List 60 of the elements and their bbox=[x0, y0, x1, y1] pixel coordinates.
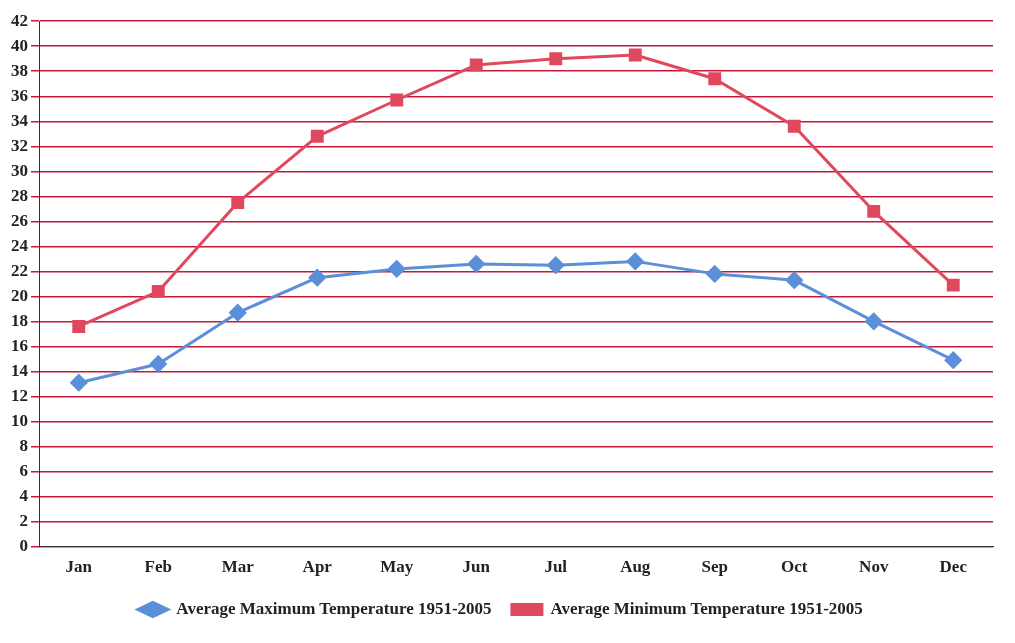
point bbox=[626, 252, 644, 270]
point bbox=[946, 278, 960, 292]
y-tick-label: 36 bbox=[11, 85, 28, 105]
y-tick-label: 6 bbox=[19, 460, 28, 480]
x-tick-label: Sep bbox=[701, 557, 728, 577]
x-tick-label: Aug bbox=[620, 557, 651, 577]
y-tick-label: 8 bbox=[19, 435, 28, 455]
y-tick-label: 14 bbox=[11, 360, 29, 380]
y-tick-label: 18 bbox=[11, 310, 28, 330]
y-tick-label: 0 bbox=[19, 535, 28, 555]
y-tick-label: 40 bbox=[11, 35, 28, 55]
legend-label: Average Maximum Temperature 1951-2005 bbox=[176, 598, 492, 618]
point bbox=[628, 48, 642, 62]
y-tick-label: 22 bbox=[11, 260, 28, 280]
y-tick-label: 38 bbox=[11, 60, 28, 80]
y-tick-label: 2 bbox=[19, 510, 28, 530]
point bbox=[231, 196, 245, 210]
x-tick-label: Nov bbox=[859, 557, 889, 577]
y-tick-label: 12 bbox=[11, 385, 28, 405]
x-tick-label: Jul bbox=[544, 557, 568, 577]
y-tick-label: 4 bbox=[19, 485, 29, 505]
x-tick-label: Oct bbox=[781, 557, 808, 577]
point bbox=[547, 256, 565, 274]
point bbox=[151, 284, 165, 298]
point bbox=[708, 72, 722, 86]
x-tick-label: Dec bbox=[939, 557, 968, 577]
y-tick-label: 30 bbox=[11, 160, 28, 180]
x-tick-label: May bbox=[380, 557, 414, 577]
point bbox=[388, 260, 406, 278]
point bbox=[310, 129, 324, 143]
y-tick-label: 20 bbox=[11, 285, 28, 305]
x-tick-label: Apr bbox=[302, 557, 333, 577]
y-tick-label: 32 bbox=[11, 135, 28, 155]
point bbox=[229, 304, 247, 322]
point bbox=[549, 52, 563, 66]
y-tick-label: 28 bbox=[11, 185, 28, 205]
y-tick-label: 34 bbox=[11, 110, 29, 130]
point bbox=[70, 374, 88, 392]
y-tick-label: 16 bbox=[11, 335, 28, 355]
point bbox=[867, 204, 881, 218]
point bbox=[390, 93, 404, 107]
y-tick-label: 24 bbox=[11, 235, 29, 255]
point bbox=[787, 119, 801, 133]
point bbox=[944, 351, 962, 369]
x-tick-label: Mar bbox=[221, 557, 255, 577]
point bbox=[149, 355, 167, 373]
y-tick-label: 42 bbox=[11, 10, 28, 30]
point bbox=[865, 312, 883, 330]
x-tick-label: Jan bbox=[65, 557, 93, 577]
legend-label: Average Minimum Temperature 1951-2005 bbox=[550, 598, 863, 618]
point bbox=[308, 269, 326, 287]
y-tick-label: 10 bbox=[11, 410, 28, 430]
point bbox=[467, 255, 485, 273]
point bbox=[706, 265, 724, 283]
point bbox=[469, 58, 483, 72]
point bbox=[785, 271, 803, 289]
x-tick-label: Jun bbox=[462, 557, 491, 577]
x-tick-label: Feb bbox=[144, 557, 172, 577]
point bbox=[72, 319, 86, 333]
y-tick-label: 26 bbox=[11, 210, 28, 230]
